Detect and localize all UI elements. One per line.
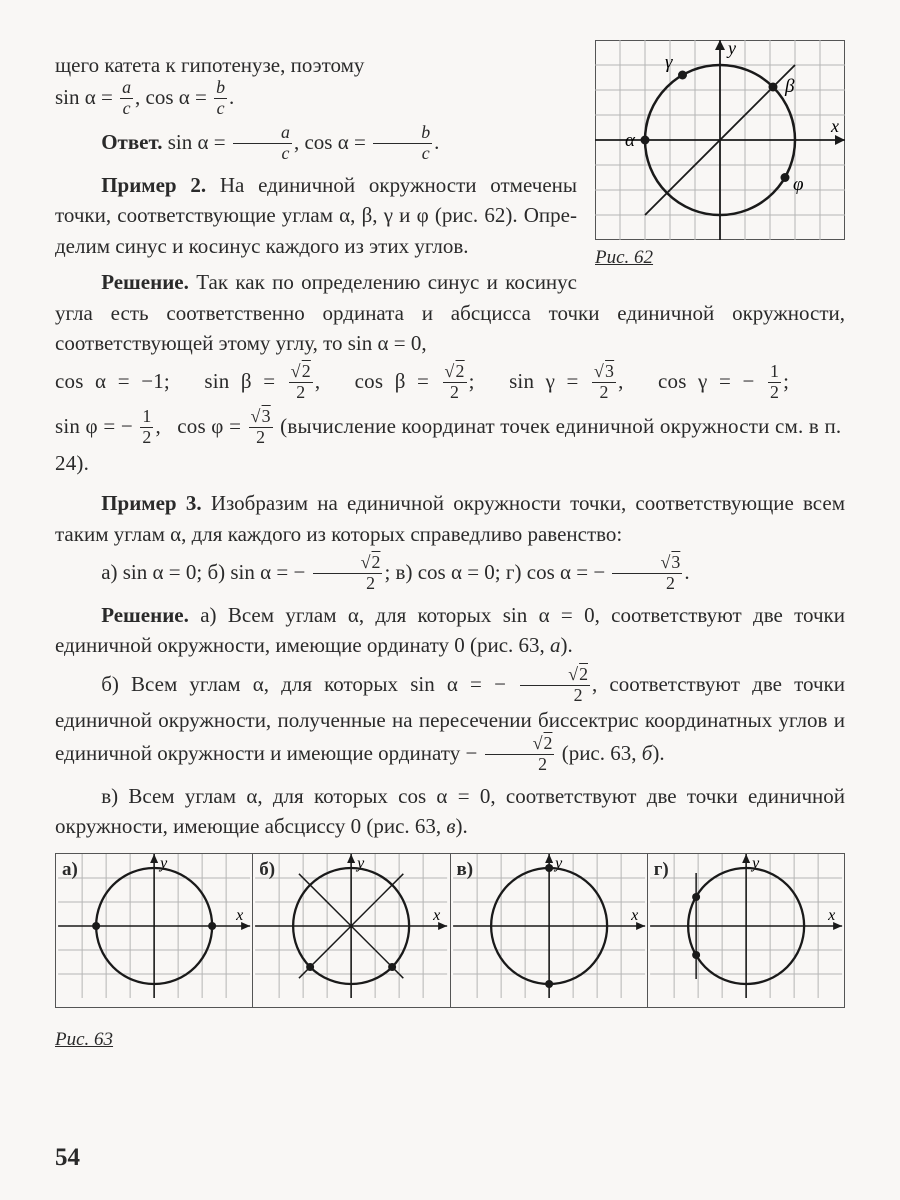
page-content: xy γβαφ Рис. 62 щего катета к гипотенузе… [55, 50, 845, 1053]
example-3-items: а) sin α = 0; б) sin α = − 22; в) cos α … [55, 555, 845, 594]
figure-62-caption: Рис. 62 [595, 244, 845, 272]
text: sin α = [168, 130, 231, 154]
svg-text:x: x [235, 907, 243, 924]
figure-62: x y γ β α φ Рис. 62 [595, 40, 845, 272]
text: б) Всем углам α, для которых sin α = − [101, 672, 518, 696]
example-3-label: Пример 3. [101, 491, 201, 515]
text: щего катета к гипотенузе, поэтому [55, 53, 364, 77]
solution-3c: в) Всем углам α, для которых cos α = 0, … [55, 781, 845, 842]
figure-63-a: а)xy [56, 854, 253, 1006]
svg-text:x: x [432, 907, 440, 924]
svg-text:α: α [625, 130, 636, 151]
example-2-label: Пример 2. [101, 173, 206, 197]
text: . [229, 86, 234, 110]
svg-text:x: x [827, 907, 835, 924]
svg-text:γ: γ [665, 52, 673, 73]
figure-63-row: а)xy б)xy в)xy г)xy [55, 853, 845, 1007]
example-3: Пример 3. Изобразим на единичной окружно… [55, 488, 845, 549]
text: . [434, 130, 439, 154]
text: sin φ = − [55, 414, 138, 438]
text: , cos α = [135, 86, 212, 110]
text: а) sin α = 0; б) sin α = − [101, 560, 310, 584]
text: . [684, 560, 689, 584]
text: ; в) cos α = 0; г) cos α = − [384, 560, 610, 584]
svg-text:y: y [726, 40, 736, 58]
svg-text:β: β [784, 76, 795, 97]
figure-63-d: г)xy [648, 854, 844, 1006]
text: , cos α = [294, 130, 371, 154]
solution-3a: Решение. а) Всем углам α, для которых si… [55, 600, 845, 661]
svg-text:x: x [630, 907, 638, 924]
text: cos α = −1; [55, 370, 170, 394]
figure-62-svg: x y γ β α φ [595, 40, 845, 240]
figure-63-b: б)xy [253, 854, 450, 1006]
figure-63-c: в)xy [451, 854, 648, 1006]
math-line-1: cos α = −1; sin β = 22, cos β = 22; sin … [55, 364, 845, 403]
svg-text:x: x [830, 116, 839, 136]
solution-3b: б) Всем углам α, для которых sin α = − 2… [55, 667, 845, 775]
text: sin β = [204, 370, 286, 394]
text: cos φ = [177, 414, 246, 438]
text: (вычисление координат точек единич­ной о… [55, 414, 841, 475]
text: sin α = [55, 86, 118, 110]
solution-label: Решение. [101, 603, 189, 627]
figure-63-caption: Рис. 63 [55, 1026, 845, 1054]
answer-label: Ответ. [101, 130, 162, 154]
text: (рис. 63, [556, 741, 641, 765]
svg-text:φ: φ [793, 174, 804, 195]
text: cos γ = − [658, 370, 766, 394]
math-line-2: sin φ = − 12, cos φ = 32 (вычисление коо… [55, 409, 845, 478]
page-number: 54 [55, 1140, 80, 1176]
solution-label: Решение. [101, 270, 189, 294]
text: sin γ = [509, 370, 590, 394]
text: cos β = [355, 370, 441, 394]
solution-2: Решение. Так как по определению синус и … [55, 267, 845, 358]
